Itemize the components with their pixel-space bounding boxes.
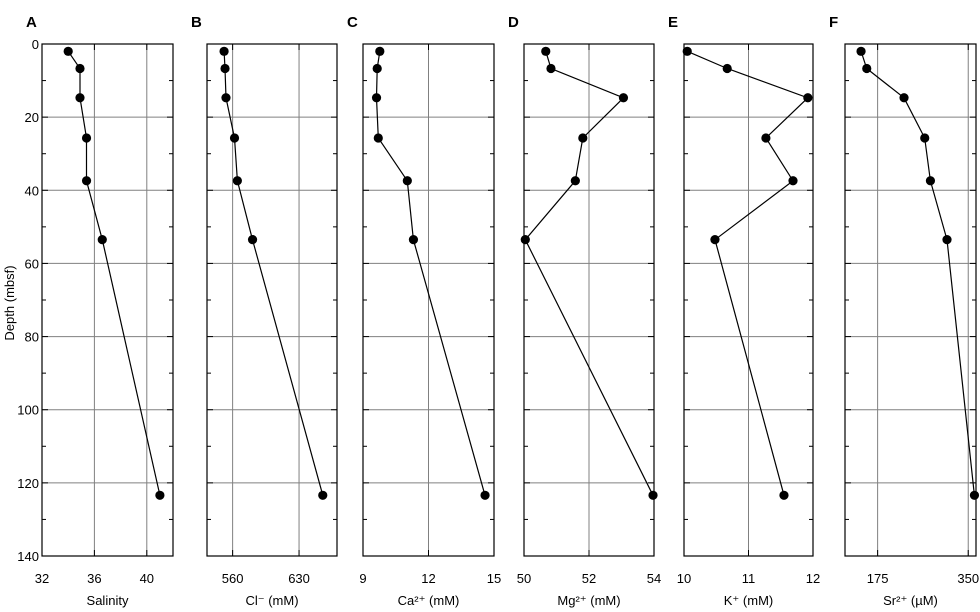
data-point <box>371 93 382 103</box>
data-point <box>803 93 813 103</box>
y-tick-label: 80 <box>25 330 39 345</box>
data-point <box>578 133 588 143</box>
panel-letter: F <box>829 14 838 31</box>
data-point <box>925 176 936 186</box>
y-tick-label: 120 <box>17 476 39 491</box>
data-point <box>81 176 92 186</box>
panel-f: 175 350 Sr²⁺ (µM) F <box>829 14 979 608</box>
x-tick-label: 40 <box>140 571 154 586</box>
panel-frame <box>844 43 977 557</box>
data-point <box>546 63 556 74</box>
data-point <box>761 133 771 143</box>
x-tick-label: 350 <box>957 571 979 586</box>
data-point <box>722 63 732 74</box>
data-point <box>541 46 551 56</box>
panel-d: 50 52 54 Mg²⁺ (mM) D <box>508 14 661 608</box>
data-point <box>75 63 85 74</box>
x-tick-label: 52 <box>582 571 596 586</box>
data-point <box>862 63 872 74</box>
panel-a: 32 36 40 Salinity A <box>26 14 174 608</box>
panel-frame <box>206 43 338 557</box>
x-axis-title: Salinity <box>87 593 129 608</box>
panel-letter: C <box>347 14 358 31</box>
data-point <box>520 235 530 245</box>
data-point <box>402 176 412 186</box>
panel-letter: E <box>668 14 678 31</box>
data-point <box>232 176 242 186</box>
data-point <box>920 133 930 143</box>
series-line <box>686 50 809 496</box>
data-point <box>75 93 85 103</box>
x-tick-label: 11 <box>742 571 756 586</box>
x-axis-title: Sr²⁺ (µM) <box>883 593 938 608</box>
data-point <box>155 490 165 500</box>
data-point <box>318 490 328 500</box>
y-tick-label: 20 <box>25 110 39 125</box>
y-tick-label: 40 <box>25 183 39 198</box>
x-axis-title: Ca²⁺ (mM) <box>398 593 460 608</box>
data-point <box>81 133 92 143</box>
x-tick-label: 12 <box>421 571 435 586</box>
data-point <box>97 235 107 245</box>
panels: 32 36 40 Salinity A 560 630 Cl⁻ (mM) B 9 12 15 Ca²⁺ … <box>26 14 979 608</box>
x-tick-label: 12 <box>806 571 820 586</box>
x-axis-title: K⁺ (mM) <box>724 593 773 608</box>
data-point <box>219 46 229 56</box>
y-tick-label: 100 <box>17 403 39 418</box>
panel-e: 10 11 12 K⁺ (mM) E <box>668 14 820 608</box>
panel-letter: D <box>508 14 519 31</box>
data-point <box>899 93 909 103</box>
data-point <box>229 133 240 143</box>
data-point <box>648 490 658 500</box>
series-line <box>223 51 324 496</box>
y-tick-label: 60 <box>25 256 39 271</box>
y-axis-title: Depth (mbsf) <box>2 265 17 340</box>
data-point <box>373 133 383 143</box>
data-point <box>856 46 866 56</box>
data-point <box>788 176 798 186</box>
data-point <box>408 235 419 245</box>
data-point <box>247 235 258 245</box>
data-point <box>682 46 692 56</box>
data-point <box>710 235 720 245</box>
data-point <box>375 46 385 56</box>
y-tick-label: 0 <box>32 37 39 52</box>
data-point <box>969 490 980 500</box>
panel-frame <box>41 43 174 557</box>
x-tick-label: 630 <box>288 571 310 586</box>
x-tick-label: 32 <box>35 571 49 586</box>
x-tick-label: 560 <box>222 571 244 586</box>
series-line <box>67 50 161 496</box>
data-point <box>480 490 490 500</box>
data-point <box>942 235 952 245</box>
series-line <box>375 51 486 496</box>
data-point <box>618 93 629 103</box>
x-tick-label: 50 <box>517 571 531 586</box>
data-point <box>779 490 789 500</box>
x-tick-label: 36 <box>87 571 101 586</box>
x-axis-title: Cl⁻ (mM) <box>245 593 298 608</box>
panel-letter: B <box>191 14 202 31</box>
data-point <box>221 93 231 103</box>
panel-c: 9 12 15 Ca²⁺ (mM) C <box>347 14 501 608</box>
x-axis-title: Mg²⁺ (mM) <box>557 593 620 608</box>
x-tick-label: 9 <box>359 571 366 586</box>
data-point <box>372 63 382 74</box>
y-tick-label: 140 <box>17 549 39 564</box>
data-point <box>570 176 580 186</box>
panel-b: 560 630 Cl⁻ (mM) B <box>191 14 338 608</box>
x-tick-label: 15 <box>487 571 501 586</box>
x-tick-label: 10 <box>677 571 691 586</box>
x-tick-label: 175 <box>867 571 889 586</box>
panel-letter: A <box>26 14 37 31</box>
data-point <box>63 46 73 56</box>
x-tick-label: 54 <box>647 571 661 586</box>
data-point <box>220 63 230 74</box>
y-axis-tick-labels: 0 20 40 60 80 100 120 140 <box>17 37 39 564</box>
